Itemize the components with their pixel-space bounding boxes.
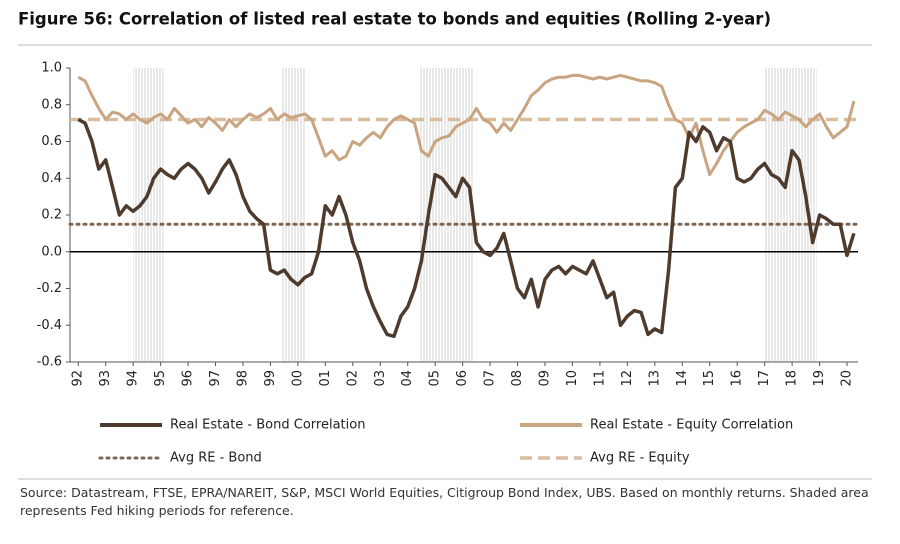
shaded-period [281, 68, 307, 362]
x-tick-label: 15 [702, 370, 717, 387]
legend-label: Avg RE - Equity [590, 451, 690, 466]
x-tick-label: 12 [620, 370, 635, 387]
y-tick-label: -0.6 [37, 355, 62, 370]
x-tick-label: 08 [510, 370, 525, 387]
x-tick-label: 20 [840, 370, 855, 387]
y-tick-label: -0.2 [37, 281, 62, 296]
x-tick-label: 99 [263, 370, 278, 387]
y-tick-label: 0.8 [41, 97, 62, 112]
y-tick-label: 1.0 [41, 61, 62, 76]
y-tick-label: -0.4 [37, 318, 62, 333]
x-tick-label: 93 [98, 370, 113, 387]
x-tick-label: 18 [785, 370, 800, 387]
series-line [77, 73, 856, 177]
x-tick-label: 96 [181, 370, 196, 387]
x-tick-label: 16 [730, 370, 745, 387]
x-tick-label: 03 [373, 370, 388, 387]
x-tick-label: 11 [592, 370, 607, 387]
x-tick-label: 94 [126, 370, 141, 387]
y-tick-label: 0.6 [41, 134, 62, 149]
x-tick-label: 05 [428, 370, 443, 387]
legend-label: Real Estate - Bond Correlation [170, 418, 365, 433]
legend-label: Real Estate - Equity Correlation [590, 418, 793, 433]
rule [18, 478, 872, 480]
x-tick-label: 01 [318, 370, 333, 387]
x-tick-label: 00 [290, 370, 305, 387]
x-tick-label: 07 [483, 370, 498, 387]
x-tick-label: 09 [537, 370, 552, 387]
x-tick-label: 19 [812, 370, 827, 387]
x-tick-label: 97 [208, 370, 223, 387]
y-tick-label: 0.4 [41, 171, 62, 186]
source-note: Source: Datastream, FTSE, EPRA/NAREIT, S… [20, 485, 869, 518]
y-tick-label: 0.0 [41, 244, 62, 259]
x-tick-label: 04 [400, 370, 415, 387]
x-tick-label: 10 [565, 370, 580, 387]
legend-label: Avg RE - Bond [170, 451, 262, 466]
chart-title: Figure 56: Correlation of listed real es… [18, 10, 771, 29]
x-tick-label: 17 [757, 370, 772, 387]
chart: Figure 56: Correlation of listed real es… [18, 10, 872, 466]
x-tick-label: 92 [71, 370, 86, 387]
x-tick-label: 95 [153, 370, 168, 387]
y-tick-label: 0.2 [41, 208, 62, 223]
shaded-period [133, 68, 164, 362]
x-tick-label: 98 [235, 370, 250, 387]
x-tick-label: 06 [455, 370, 470, 387]
x-tick-label: 13 [647, 370, 662, 387]
x-tick-label: 02 [345, 370, 360, 387]
series-line [77, 117, 856, 339]
x-tick-label: 14 [675, 370, 690, 387]
